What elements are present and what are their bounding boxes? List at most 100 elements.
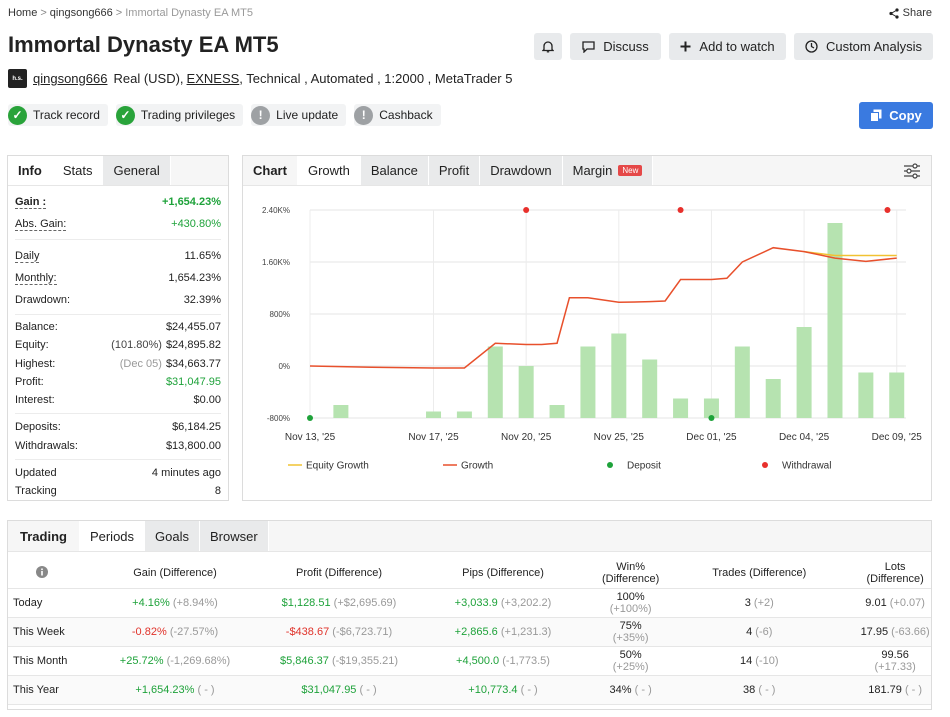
badge-track-record[interactable]: ✓ Track record — [8, 104, 108, 126]
cell-win: 100% (+100%) — [602, 588, 660, 618]
tab-info[interactable]: Info — [8, 156, 53, 185]
stat-value: $6,184.25 — [172, 421, 221, 433]
tab-browser[interactable]: Browser — [200, 521, 269, 551]
stat-label: Profit: — [15, 376, 44, 388]
tab-general[interactable]: General — [103, 156, 171, 185]
chart-settings-icon[interactable] — [903, 163, 921, 179]
stat-label: Balance: — [15, 321, 58, 333]
y-tick-label: 2.40K% — [262, 206, 290, 215]
divider — [15, 413, 221, 414]
withdrawal-marker — [523, 207, 530, 213]
plus-icon — [680, 41, 691, 52]
divider — [15, 314, 221, 315]
new-badge: New — [618, 165, 643, 176]
periods-table: Gain (Difference) Profit (Difference) Pi… — [8, 559, 931, 705]
tab-periods[interactable]: Periods — [79, 521, 146, 551]
tab-chart[interactable]: Chart — [243, 156, 298, 185]
chart-bar — [703, 398, 719, 418]
chart-bar — [673, 398, 689, 418]
badge-cashback[interactable]: ! Cashback — [354, 104, 441, 126]
tab-goals[interactable]: Goals — [145, 521, 200, 551]
y-tick-label: 800% — [270, 310, 290, 319]
stat-withdrawals: Withdrawals: $13,800.00 — [15, 440, 221, 452]
legend-withdrawal-swatch — [762, 462, 768, 468]
tab-margin[interactable]: Margin New — [562, 156, 654, 185]
tab-stats[interactable]: Stats — [52, 156, 104, 185]
chart-bar — [889, 372, 905, 418]
periods-panel: Trading Periods Goals Browser Gain (Diff… — [7, 520, 932, 710]
info-icon[interactable] — [36, 565, 48, 578]
stat-gain: Gain : +1,654.23% — [15, 196, 221, 209]
stat-value: $31,047.95 — [165, 376, 221, 388]
custom-analysis-button[interactable]: Custom Analysis — [794, 33, 933, 60]
tab-trading[interactable]: Trading — [8, 521, 80, 551]
stats-panel: Info Stats General Gain : +1,654.23% Abs.… — [7, 155, 229, 501]
breadcrumb-separator: > — [115, 7, 123, 19]
share-label: Share — [902, 7, 932, 19]
chart-bar — [333, 405, 349, 418]
stat-value: +430.80% — [171, 218, 221, 230]
badge-label: Cashback — [379, 108, 433, 122]
discuss-button[interactable]: Discuss — [570, 33, 661, 60]
tab-drawdown[interactable]: Drawdown — [480, 156, 563, 185]
cell-win: 75% (+35%) — [602, 617, 660, 647]
row-label: This Week — [8, 617, 76, 647]
chart-bar — [611, 333, 627, 418]
x-tick-label: Dec 09, '25 — [872, 432, 923, 443]
col-gain[interactable]: Gain (Difference) — [76, 559, 274, 589]
chart-bar — [549, 405, 565, 418]
cell-profit: $31,047.95 ( - ) — [274, 675, 404, 705]
notify-button[interactable] — [534, 33, 562, 60]
broker-link[interactable]: EXNESS — [186, 71, 240, 86]
author-username-link[interactable]: qingsong666 — [33, 71, 108, 86]
breadcrumb-user[interactable]: qingsong666 — [49, 7, 113, 19]
exclamation-icon: ! — [354, 105, 374, 125]
avatar[interactable]: h.s. — [8, 69, 27, 88]
stat-label: Deposits: — [15, 421, 61, 433]
cell-lots: 9.01 (+0.07) — [859, 588, 931, 618]
stat-updated: Updated 4 minutes ago — [15, 467, 221, 479]
chart-bar — [734, 346, 750, 418]
stat-value: $13,800.00 — [165, 440, 221, 452]
stat-value: 8 — [214, 485, 221, 497]
cell-profit: -$438.67 (-$6,723.71) — [274, 617, 404, 647]
stat-label: Withdrawals: — [15, 440, 78, 452]
copy-button[interactable]: Copy — [859, 102, 933, 129]
divider — [15, 239, 221, 240]
col-trades[interactable]: Trades (Difference) — [659, 559, 860, 589]
chart-panel: Chart Growth Balance Profit Drawdown Mar… — [242, 155, 932, 501]
growth-line — [309, 246, 897, 369]
cell-gain: +25.72% (-1,269.68%) — [76, 646, 274, 676]
chart-bar — [426, 411, 442, 418]
discuss-label: Discuss — [603, 39, 649, 54]
table-row: Today +4.16% (+8.94%) $1,128.51 (+$2,695… — [8, 588, 931, 618]
stat-label: Equity: — [15, 339, 49, 351]
copy-label: Copy — [889, 108, 922, 123]
col-profit[interactable]: Profit (Difference) — [274, 559, 404, 589]
stat-value: $24,895.82 — [165, 339, 221, 351]
badge-trading-privileges[interactable]: ✓ Trading privileges — [115, 104, 244, 126]
breadcrumb-separator: > — [40, 7, 47, 19]
x-tick-label: Nov 20, '25 — [501, 432, 552, 443]
stat-profit: Profit: $31,047.95 — [15, 376, 221, 388]
tab-profit[interactable]: Profit — [428, 156, 481, 185]
col-pips[interactable]: Pips (Difference) — [404, 559, 602, 589]
account-type: Real (USD), — [113, 71, 184, 86]
stat-value: +1,654.23% — [161, 196, 221, 208]
breadcrumb-home[interactable]: Home — [8, 7, 38, 19]
add-to-watch-button[interactable]: Add to watch — [669, 33, 786, 60]
badge-live-update[interactable]: ! Live update — [251, 104, 347, 126]
stat-deposits: Deposits: $6,184.25 — [15, 421, 221, 433]
cell-trades: 38 ( - ) — [659, 675, 860, 705]
growth-chart[interactable]: 2.40K% 1.60K% 800% 0% -800% Nov 13, '25 Nov 17… — [243, 186, 931, 500]
col-lots[interactable]: Lots (Difference) — [859, 559, 931, 589]
col-win[interactable]: Win% (Difference) — [602, 559, 660, 589]
x-tick-label: Dec 04, '25 — [779, 432, 830, 443]
cell-pips: +10,773.4 ( - ) — [404, 675, 602, 705]
clock-icon — [805, 40, 818, 53]
chart-tabs: Chart Growth Balance Profit Drawdown Mar… — [243, 156, 931, 186]
tab-balance[interactable]: Balance — [360, 156, 429, 185]
tab-growth[interactable]: Growth — [297, 156, 361, 185]
stat-label: Monthly: — [15, 272, 57, 285]
share-button[interactable]: Share — [889, 7, 932, 19]
